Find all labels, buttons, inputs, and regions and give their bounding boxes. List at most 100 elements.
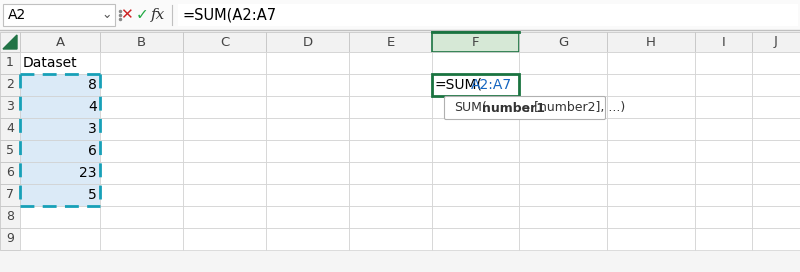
Bar — [432, 228, 519, 250]
Text: F: F — [472, 36, 479, 48]
Bar — [183, 206, 266, 228]
Text: ⌄: ⌄ — [102, 8, 112, 21]
Text: ✕: ✕ — [120, 8, 132, 23]
Bar — [752, 74, 800, 96]
Bar — [349, 118, 432, 140]
Bar — [432, 52, 519, 74]
Bar — [100, 74, 183, 96]
Bar — [266, 140, 349, 162]
Bar — [519, 184, 607, 206]
Text: 4: 4 — [6, 122, 14, 135]
Bar — [432, 162, 519, 184]
Bar — [349, 32, 432, 52]
Bar — [0, 52, 20, 74]
Bar — [266, 52, 349, 74]
Text: 3: 3 — [6, 100, 14, 113]
Text: A2:A7: A2:A7 — [471, 78, 512, 92]
Bar — [20, 32, 100, 52]
Text: 6: 6 — [88, 144, 97, 158]
Bar — [100, 228, 183, 250]
Bar — [607, 52, 695, 74]
Text: 6: 6 — [6, 166, 14, 180]
Bar — [695, 228, 752, 250]
Text: J: J — [774, 36, 778, 48]
Text: 3: 3 — [88, 122, 97, 136]
Bar — [752, 162, 800, 184]
Text: ✓: ✓ — [136, 8, 148, 23]
Bar — [266, 162, 349, 184]
Bar — [183, 96, 266, 118]
Bar — [695, 74, 752, 96]
Bar — [266, 74, 349, 96]
Text: 23: 23 — [79, 166, 97, 180]
Bar — [100, 96, 183, 118]
Bar — [519, 140, 607, 162]
Bar — [752, 140, 800, 162]
Bar — [100, 162, 183, 184]
Text: G: G — [558, 36, 568, 48]
Bar — [349, 52, 432, 74]
Bar — [607, 162, 695, 184]
Bar — [432, 74, 519, 96]
Bar — [266, 118, 349, 140]
Bar — [20, 206, 100, 228]
Bar — [349, 140, 432, 162]
Bar — [3, 4, 115, 26]
Bar — [752, 206, 800, 228]
Bar — [695, 162, 752, 184]
Text: H: H — [646, 36, 656, 48]
Bar — [519, 162, 607, 184]
Bar — [349, 74, 432, 96]
Bar — [752, 184, 800, 206]
Bar — [0, 206, 20, 228]
Bar — [183, 52, 266, 74]
Bar — [349, 206, 432, 228]
Text: I: I — [722, 36, 726, 48]
Bar — [432, 206, 519, 228]
Bar — [266, 184, 349, 206]
Bar — [695, 32, 752, 52]
FancyBboxPatch shape — [445, 97, 606, 119]
Bar — [0, 32, 20, 52]
Text: 8: 8 — [88, 78, 97, 92]
Bar — [752, 52, 800, 74]
Bar — [752, 228, 800, 250]
Bar — [20, 52, 100, 74]
Bar — [20, 74, 100, 96]
Bar — [519, 118, 607, 140]
Bar — [100, 52, 183, 74]
Text: =SUM(: =SUM( — [435, 78, 483, 92]
Bar — [20, 162, 100, 184]
Text: SUM(: SUM( — [454, 101, 486, 115]
Bar — [0, 140, 20, 162]
Bar — [695, 184, 752, 206]
Bar — [266, 228, 349, 250]
Text: 1: 1 — [6, 57, 14, 70]
Bar — [432, 118, 519, 140]
Bar — [432, 96, 519, 118]
Text: A: A — [55, 36, 65, 48]
Bar — [432, 140, 519, 162]
Bar — [266, 96, 349, 118]
Bar — [20, 140, 100, 162]
Bar — [519, 96, 607, 118]
Bar — [519, 74, 607, 96]
Text: 9: 9 — [6, 233, 14, 246]
Bar — [519, 32, 607, 52]
Bar — [432, 74, 519, 96]
Bar — [607, 140, 695, 162]
Bar — [183, 32, 266, 52]
Text: 5: 5 — [88, 188, 97, 202]
Bar — [752, 32, 800, 52]
Bar — [752, 96, 800, 118]
Bar — [0, 228, 20, 250]
Text: 8: 8 — [6, 211, 14, 224]
Bar — [0, 96, 20, 118]
Bar — [607, 96, 695, 118]
Bar — [183, 228, 266, 250]
Bar — [20, 184, 100, 206]
Bar — [100, 118, 183, 140]
Bar — [349, 228, 432, 250]
Bar — [183, 118, 266, 140]
Bar — [0, 162, 20, 184]
